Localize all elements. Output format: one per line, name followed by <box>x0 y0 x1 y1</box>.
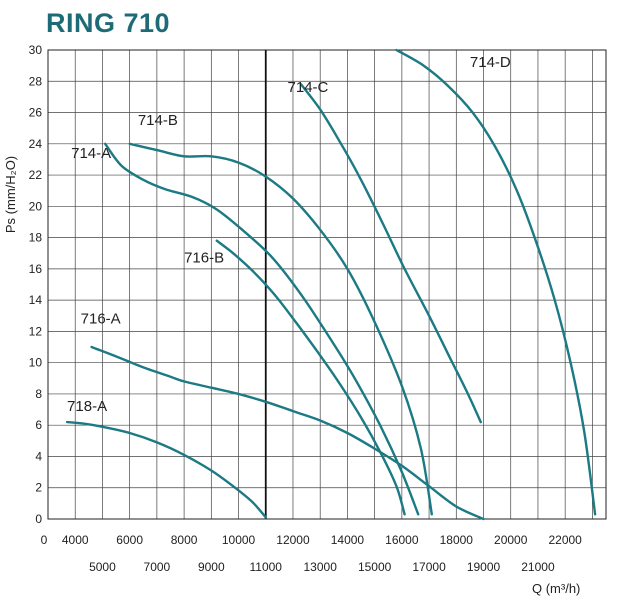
x-tick-label-lower: 7000 <box>144 560 171 574</box>
x-tick-label-upper: 22000 <box>548 533 582 547</box>
series-line-714-b <box>128 142 433 516</box>
x-tick-label-upper: 8000 <box>171 533 198 547</box>
curve-label-714-b: 714-B <box>138 112 178 129</box>
x-tick-label-upper: 10000 <box>222 533 256 547</box>
y-tick-label: 4 <box>35 449 42 463</box>
y-tick-label: 24 <box>29 137 43 151</box>
y-tick-label: 14 <box>29 293 43 307</box>
curve-label-716-a: 716-A <box>81 311 121 328</box>
fan-curves <box>65 48 597 521</box>
x-tick-label-lower: 21000 <box>521 560 555 574</box>
y-tick-label: 22 <box>29 168 43 182</box>
y-tick-label: 16 <box>29 262 43 276</box>
curve-label-714-c: 714-C <box>288 79 329 96</box>
y-tick-label: 6 <box>35 418 42 432</box>
y-tick-label: 0 <box>35 512 42 526</box>
x-tick-label-lower: 17000 <box>412 560 446 574</box>
series-line-716-b <box>215 239 406 516</box>
x-axis-label: Q (m³/h) <box>532 581 580 596</box>
x-tick-label-lower: 13000 <box>304 560 338 574</box>
y-tick-label: 26 <box>29 106 43 120</box>
x-tick-label-lower: 9000 <box>198 560 225 574</box>
x-tick-label-lower: 11000 <box>250 560 283 574</box>
y-tick-label: 12 <box>29 324 43 338</box>
series-line-716-a <box>90 345 485 521</box>
x-tick-label-lower: 5000 <box>89 560 116 574</box>
x-tick-label-lower: 19000 <box>467 560 501 574</box>
y-tick-label: 2 <box>35 481 42 495</box>
curve-label-714-d: 714-D <box>470 54 511 71</box>
plot-frame <box>47 49 607 520</box>
x-tick-label-upper: 6000 <box>116 533 143 547</box>
x-tick-label-lower: 15000 <box>358 560 392 574</box>
chart-title: RING 710 <box>46 8 171 38</box>
x-tick-label-upper: 20000 <box>494 533 528 547</box>
y-axis-label: Ps (mm/H₂O) <box>3 156 18 233</box>
curve-label-718-a: 718-A <box>67 398 107 415</box>
y-tick-label: 20 <box>29 199 43 213</box>
curve-label-714-a: 714-A <box>71 145 111 162</box>
y-tick-label: 18 <box>29 231 43 245</box>
series-line-714-a <box>104 142 420 516</box>
x-tick-label-upper: 16000 <box>385 533 419 547</box>
x-tick-label-upper: 14000 <box>331 533 365 547</box>
x-tick-label-upper: 12000 <box>276 533 310 547</box>
y-tick-label: 30 <box>29 43 43 57</box>
series-line-718-a <box>65 420 267 519</box>
x-tick-label-upper: 0 <box>41 533 48 547</box>
curve-label-716-b: 716-B <box>184 250 224 267</box>
y-tick-label: 8 <box>35 387 42 401</box>
series-line-714-c <box>299 83 482 424</box>
y-tick-label: 10 <box>29 356 43 370</box>
y-tick-label: 28 <box>29 74 43 88</box>
x-tick-label-upper: 18000 <box>440 533 474 547</box>
curve-labels: 714-A 714-B 714-C 714-D 716-A 716-B 718-A <box>67 54 511 415</box>
series-line-714-d <box>395 48 597 516</box>
x-tick-label-upper: 4000 <box>62 533 89 547</box>
